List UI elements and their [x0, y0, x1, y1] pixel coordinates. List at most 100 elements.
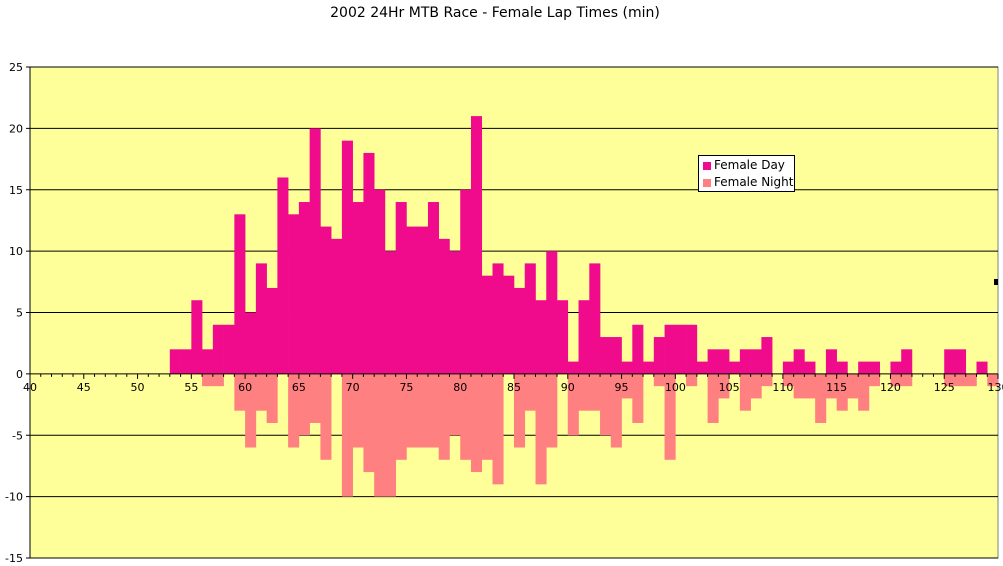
bar-female-day — [492, 263, 504, 374]
x-tick-label: 70 — [346, 381, 360, 394]
bar-female-day — [535, 300, 547, 374]
bar-female-day — [277, 177, 289, 374]
legend-swatch-female-day — [703, 161, 711, 170]
bar-female-night — [664, 373, 676, 460]
x-tick-label: 105 — [719, 381, 740, 394]
series-female-day — [169, 116, 988, 374]
bar-female-day — [514, 287, 526, 374]
axis-marker — [994, 279, 998, 285]
bar-female-night — [255, 373, 267, 411]
y-tick-label: 0 — [16, 368, 23, 381]
bar-female-day — [954, 349, 967, 374]
bar-female-night — [438, 373, 450, 460]
x-tick-label: 90 — [561, 381, 575, 394]
bar-female-night — [352, 373, 364, 448]
y-tick-label: -10 — [5, 491, 23, 504]
bar-female-day — [890, 361, 902, 374]
bar-female-day — [632, 324, 644, 374]
bar-female-day — [427, 202, 440, 374]
x-tick-label: 120 — [880, 381, 901, 394]
bar-female-day — [664, 324, 676, 374]
bar-female-night — [460, 373, 472, 460]
bar-female-day — [245, 312, 257, 374]
bar-female-night — [890, 373, 902, 387]
bar-female-night — [384, 373, 396, 497]
bar-female-day — [503, 275, 515, 374]
y-tick-label: 25 — [9, 61, 23, 74]
legend: Female Day Female Night — [698, 155, 795, 192]
x-tick-label: 100 — [665, 381, 686, 394]
bar-female-day — [470, 116, 483, 374]
bar-female-night — [288, 373, 300, 448]
bar-female-night — [514, 373, 526, 448]
bar-female-day — [546, 251, 558, 374]
bar-female-night — [417, 373, 429, 448]
x-tick-label: 95 — [615, 381, 629, 394]
bar-female-day — [557, 300, 569, 374]
bar-female-night — [836, 373, 848, 411]
bar-female-night — [427, 373, 440, 448]
bar-female-day — [868, 361, 880, 374]
bar-female-day — [901, 349, 913, 374]
bar-female-day — [793, 349, 805, 374]
bar-female-day — [804, 361, 816, 374]
bar-female-day — [750, 349, 762, 374]
bar-female-night — [987, 373, 999, 387]
bar-female-night — [707, 373, 719, 423]
bar-female-night — [739, 373, 751, 411]
x-tick-label: 55 — [184, 381, 198, 394]
bar-female-night — [309, 373, 321, 423]
bar-female-day — [610, 337, 622, 374]
bar-female-night — [363, 373, 375, 473]
legend-entry-female-day: Female Day — [703, 157, 794, 174]
legend-label-female-day: Female Day — [714, 158, 785, 172]
x-tick-label: 40 — [23, 381, 37, 394]
bar-female-night — [374, 373, 386, 497]
bar-female-day — [223, 324, 235, 374]
chart-title: 2002 24Hr MTB Race - Female Lap Times (m… — [330, 5, 660, 21]
y-tick-label: 10 — [9, 245, 23, 258]
bar-female-day — [449, 251, 461, 374]
bar-female-day — [524, 263, 536, 374]
bar-female-day — [944, 349, 956, 374]
bar-female-day — [481, 275, 493, 374]
y-tick-label: 15 — [9, 184, 23, 197]
bar-female-night — [653, 373, 665, 387]
bar-female-night — [245, 373, 257, 448]
bar-female-day — [686, 324, 698, 374]
y-tick-label: 20 — [9, 122, 23, 135]
bar-female-day — [729, 361, 741, 374]
bar-female-night — [546, 373, 558, 448]
bar-female-day — [320, 226, 332, 374]
bar-female-night — [524, 373, 536, 411]
bar-female-day — [567, 361, 579, 374]
bar-female-night — [632, 373, 644, 423]
bar-female-day — [589, 263, 601, 374]
bar-female-day — [288, 214, 300, 374]
x-tick-label: 45 — [77, 381, 91, 394]
bar-female-day — [331, 238, 343, 374]
bar-female-day — [341, 140, 353, 374]
bar-female-night — [535, 373, 547, 485]
bar-female-night — [212, 373, 224, 387]
bar-female-day — [298, 202, 310, 374]
x-tick-label: 50 — [131, 381, 145, 394]
bar-female-day — [739, 349, 751, 374]
bar-female-day — [621, 361, 633, 374]
bar-female-day — [643, 361, 655, 374]
bar-female-night — [847, 373, 859, 399]
bar-female-night — [944, 373, 956, 387]
bar-female-night — [492, 373, 504, 485]
x-tick-label: 65 — [292, 381, 306, 394]
bar-female-night — [234, 373, 246, 411]
bar-female-day — [718, 349, 730, 374]
bar-female-day — [675, 324, 687, 374]
series-female-night — [202, 373, 999, 497]
bar-female-day — [600, 337, 612, 374]
bar-female-day — [836, 361, 848, 374]
bar-female-day — [858, 361, 870, 374]
bar-female-night — [686, 373, 698, 387]
bar-female-night — [481, 373, 493, 460]
bar-female-night — [567, 373, 579, 436]
